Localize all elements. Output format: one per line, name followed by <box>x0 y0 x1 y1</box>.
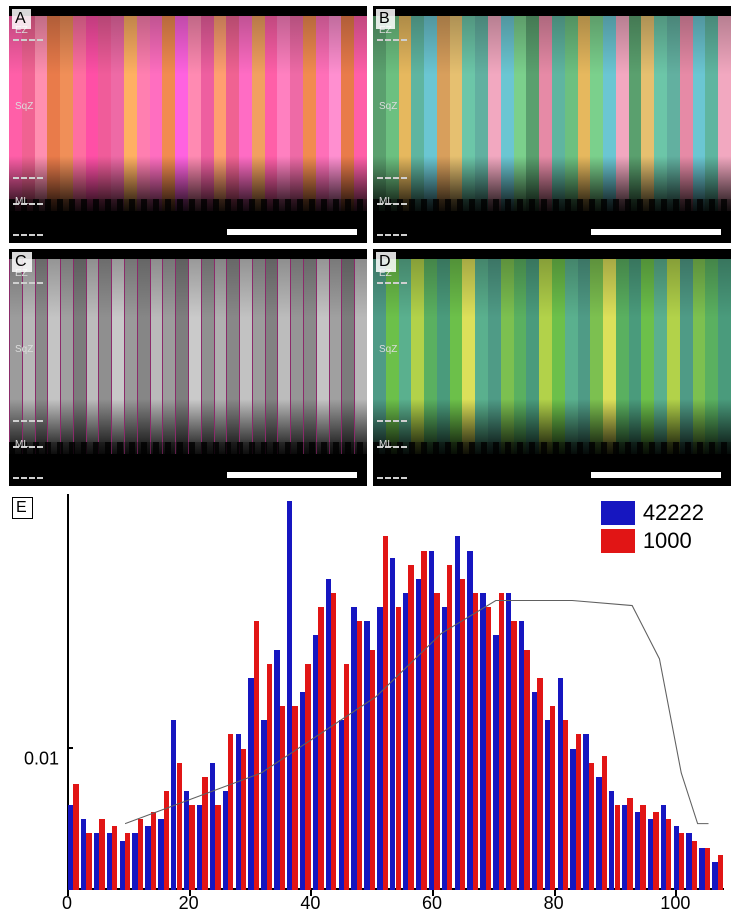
xtick-80: 80 <box>544 893 564 914</box>
xtick-0: 0 <box>62 893 72 914</box>
bar-1000 <box>215 805 220 890</box>
bar-1000 <box>202 777 207 890</box>
bar-1000 <box>460 579 465 890</box>
bar-1000 <box>292 706 297 890</box>
bar-1000 <box>344 664 349 890</box>
bar-1000 <box>370 650 375 890</box>
bar-1000 <box>473 593 478 890</box>
bar-1000 <box>524 650 529 890</box>
bar-1000 <box>112 826 117 890</box>
xtick-40: 40 <box>300 893 320 914</box>
ytick-0.01: 0.01 <box>9 748 59 769</box>
bar-1000 <box>125 833 130 890</box>
bar-1000 <box>305 664 310 890</box>
panel-D: EZSqZMLD <box>373 249 731 486</box>
bar-1000 <box>151 812 156 890</box>
bar-1000 <box>434 593 439 890</box>
bar-1000 <box>280 706 285 890</box>
bar-1000 <box>254 621 259 890</box>
bar-1000 <box>627 798 632 890</box>
panel-label-B: B <box>376 9 395 29</box>
bar-1000 <box>679 833 684 890</box>
bar-1000 <box>421 551 426 890</box>
xtick-100: 100 <box>660 893 690 914</box>
legend-text-1000: 1000 <box>643 528 692 554</box>
bar-1000 <box>331 593 336 890</box>
bar-1000 <box>189 805 194 890</box>
bar-1000 <box>383 536 388 890</box>
bar-1000 <box>447 565 452 890</box>
bar-1000 <box>615 805 620 890</box>
bar-1000 <box>653 812 658 890</box>
scale-bar <box>591 229 721 235</box>
panel-label-E: E <box>12 497 33 519</box>
bar-1000 <box>73 784 78 890</box>
bar-1000 <box>692 841 697 891</box>
bar-1000 <box>177 763 182 890</box>
bar-1000 <box>86 833 91 890</box>
bar-1000 <box>563 720 568 890</box>
bar-1000 <box>511 621 516 890</box>
bar-1000 <box>705 848 710 890</box>
bar-1000 <box>241 749 246 890</box>
bar-1000 <box>550 706 555 890</box>
bar-1000 <box>602 756 607 890</box>
figure-container: EZSqZMLAEZSqZMLBEZSqZMLCEZSqZMLD E 0 20 40 60… <box>0 0 742 920</box>
bar-1000 <box>164 791 169 890</box>
legend-swatch-1000 <box>601 529 635 553</box>
scale-bar <box>227 229 357 235</box>
xtick-20: 20 <box>179 893 199 914</box>
legend-text-42222: 42222 <box>643 500 704 526</box>
bar-1000 <box>357 621 362 890</box>
panel-label-C: C <box>12 252 32 272</box>
bar-1000 <box>138 819 143 890</box>
bar-1000 <box>408 565 413 890</box>
panel-label-D: D <box>376 252 396 272</box>
panel-B: EZSqZMLB <box>373 6 731 243</box>
panel-E: E 0 20 40 60 80 100 0.01 422221000 <box>9 494 734 914</box>
bar-1000 <box>576 734 581 890</box>
xtick-60: 60 <box>422 893 442 914</box>
scale-bar <box>227 472 357 478</box>
bar-1000 <box>537 678 542 890</box>
legend-swatch-42222 <box>601 501 635 525</box>
scale-bar <box>591 472 721 478</box>
bar-1000 <box>228 734 233 890</box>
panel-C: EZSqZMLC <box>9 249 367 486</box>
bar-1000 <box>318 607 323 890</box>
panel-A: EZSqZMLA <box>9 6 367 243</box>
bar-1000 <box>499 593 504 890</box>
bar-1000 <box>640 805 645 890</box>
bar-1000 <box>486 607 491 890</box>
bar-1000 <box>267 664 272 890</box>
legend: 422221000 <box>601 500 704 556</box>
panel-label-A: A <box>12 9 31 29</box>
bar-1000 <box>589 763 594 890</box>
bar-1000 <box>396 607 401 890</box>
bar-1000 <box>99 819 104 890</box>
bar-1000 <box>718 855 723 890</box>
bar-1000 <box>666 819 671 890</box>
